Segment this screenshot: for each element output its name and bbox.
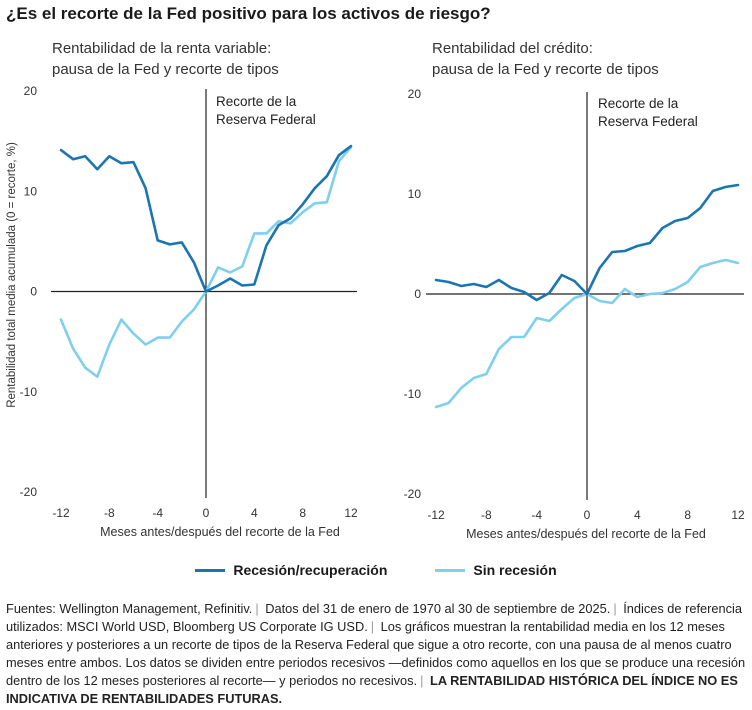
chart-2-y-tick-label: -20 bbox=[404, 487, 422, 501]
footnote-indices: Índices de referencia utilizados: MSCI W… bbox=[6, 601, 742, 634]
chart-1-y-tick-label: -10 bbox=[20, 385, 38, 399]
footnote-dates: Datos del 31 de enero de 1970 al 30 de s… bbox=[265, 601, 611, 616]
chart-1-x-tick-label: 4 bbox=[251, 506, 258, 520]
page-title: ¿Es el recorte de la Fed positivo para l… bbox=[6, 4, 491, 23]
chart-2-annotation-line: Reserva Federal bbox=[598, 114, 698, 129]
chart-1-subtitle: Rentabilidad de la renta variable: pausa… bbox=[52, 38, 382, 80]
chart-2-y-tick-label: 10 bbox=[408, 187, 422, 201]
chart-1-y-tick-label: -20 bbox=[20, 485, 38, 499]
chart-2-x-tick-label: 8 bbox=[684, 508, 691, 522]
chart-2-x-tick-label: -8 bbox=[481, 508, 492, 522]
chart-2-x-tick-label: -4 bbox=[531, 508, 542, 522]
chart-1-annotation-line: Reserva Federal bbox=[216, 112, 316, 127]
chart-2-x-tick-label: 4 bbox=[634, 508, 641, 522]
chart-2-series-recession bbox=[434, 183, 740, 302]
chart-1-x-tick-label: -8 bbox=[104, 506, 115, 520]
chart-1-x-tick-label: -12 bbox=[52, 506, 70, 520]
footnote-methodology: Los gráficos muestran la rentabilidad me… bbox=[6, 619, 746, 688]
legend-label-no-recession: Sin recesión bbox=[473, 562, 557, 578]
chart-2-y-tick-label: -10 bbox=[404, 387, 422, 401]
chart-1-series-recession bbox=[59, 144, 353, 293]
chart-1-x-tick-label: -4 bbox=[152, 506, 163, 520]
chart-2-subtitle-line-2: pausa de la Fed y recorte de tipos bbox=[432, 61, 659, 78]
chart-2-x-tick-label: 0 bbox=[584, 508, 591, 522]
chart-1-y-tick-label: 10 bbox=[24, 184, 38, 198]
legend-item-recession: Recesión/recuperación bbox=[195, 562, 387, 578]
chart-1-y-tick-label: 0 bbox=[30, 285, 37, 299]
footnote-sources: Fuentes: Wellington Management, Refiniti… bbox=[6, 601, 253, 616]
chart-1-subtitle-line-1: Rentabilidad de la renta variable: bbox=[52, 40, 272, 57]
chart-2-x-tick-label: -12 bbox=[427, 508, 445, 522]
legend-label-recession: Recesión/recuperación bbox=[233, 562, 388, 578]
chart-1-x-axis-label: Meses antes/después del recorte de la Fe… bbox=[100, 525, 340, 539]
chart-2-y-tick-label: 0 bbox=[414, 287, 421, 301]
chart-2-subtitle-line-1: Rentabilidad del crédito: bbox=[432, 40, 593, 57]
legend-swatch-no-recession bbox=[435, 568, 466, 572]
chart-1-y-tick-label: 20 bbox=[24, 84, 38, 98]
chart-2-x-axis-label: Meses antes/después del recorte de la Fe… bbox=[466, 527, 706, 541]
chart-1-x-tick-label: 0 bbox=[203, 506, 210, 520]
chart-1-annotation-line: Recorte de la bbox=[216, 94, 297, 109]
chart-1-x-tick-label: 8 bbox=[299, 506, 306, 520]
chart-2-annotation-line: Recorte de la bbox=[598, 96, 679, 111]
footnote-disclaimer: LA RENTABILIDAD HISTÓRICA DEL ÍNDICE NO … bbox=[6, 673, 738, 706]
chart-2-subtitle: Rentabilidad del crédito: pausa de la Fe… bbox=[432, 38, 752, 80]
equity-chart: 20 10 0 -10 -20 -12 -8 -4 0 4 8 12 Meses antes/despu… bbox=[20, 84, 358, 539]
chart-2-y-tick-label: 20 bbox=[408, 87, 422, 101]
credit-chart: 20 10 0 -10 -20 -12 -8 -4 0 4 8 12 Meses antes/despu… bbox=[404, 87, 745, 541]
legend-item-no-recession: Sin recesión bbox=[435, 562, 557, 578]
legend: Recesión/recuperación Sin recesión bbox=[0, 562, 752, 578]
chart-1-x-tick-label: 12 bbox=[344, 506, 358, 520]
chart-1-subtitle-line-2: pausa de la Fed y recorte de tipos bbox=[52, 61, 279, 78]
footnote: Fuentes: Wellington Management, Refiniti… bbox=[6, 601, 746, 706]
legend-swatch-recession bbox=[195, 568, 226, 572]
chart-2-x-tick-label: 12 bbox=[731, 508, 745, 522]
